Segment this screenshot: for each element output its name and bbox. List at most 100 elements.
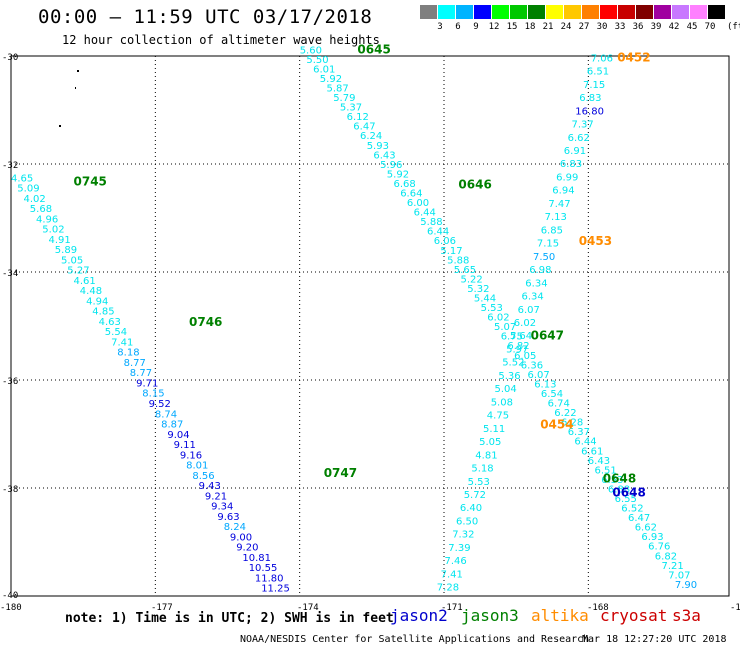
wave-height-label: 7.46 bbox=[445, 556, 467, 567]
legend-label: 42 bbox=[668, 22, 680, 32]
wave-height-label: 4.75 bbox=[487, 411, 509, 422]
legend-swatch bbox=[618, 5, 635, 19]
satellite-name: altika bbox=[531, 606, 589, 625]
x-tick-label: -177 bbox=[151, 603, 173, 613]
wave-height-label: 5.22 bbox=[461, 274, 483, 285]
wave-height-label: 6.51 bbox=[587, 67, 609, 78]
wave-height-label: 8.24 bbox=[224, 522, 246, 533]
x-tick-label: -16 bbox=[730, 603, 740, 613]
wave-height-label: 10.55 bbox=[249, 563, 278, 574]
wave-height-label: 9.20 bbox=[236, 543, 258, 554]
wave-height-label: 6.94 bbox=[552, 186, 574, 197]
pass-time-label: 0745 bbox=[74, 175, 107, 189]
wave-height-label: 5.96 bbox=[380, 160, 402, 171]
pass-time-label: 0453 bbox=[579, 234, 612, 248]
legend-swatch bbox=[438, 5, 455, 19]
legend-swatch bbox=[690, 5, 707, 19]
land-dot bbox=[77, 70, 79, 72]
legend-unit: (ft) bbox=[727, 22, 740, 32]
pass-time-label: 0648 bbox=[612, 486, 645, 500]
wave-height-label: 7.37 bbox=[572, 120, 594, 131]
wave-height-label: 9.11 bbox=[174, 440, 196, 451]
footer-note: note: 1) Time is in UTC; 2) SWH is in fe… bbox=[65, 611, 394, 626]
wave-height-label: 4.96 bbox=[36, 214, 58, 225]
x-tick-label: -171 bbox=[441, 603, 463, 613]
wave-height-label: 8.77 bbox=[124, 358, 146, 369]
pass-time-label: 0645 bbox=[357, 42, 390, 56]
wave-height-label: 5.65 bbox=[454, 265, 476, 276]
pass-time-label: 0746 bbox=[189, 315, 222, 329]
wave-height-label: 6.74 bbox=[548, 399, 570, 410]
legend-label: 6 bbox=[455, 22, 461, 32]
wave-height-label: 7.15 bbox=[583, 80, 605, 91]
legend-label: 70 bbox=[704, 22, 716, 32]
wave-height-label: 5.08 bbox=[491, 397, 513, 408]
wave-height-label: 5.52 bbox=[502, 358, 524, 369]
satellite-name: cryosat bbox=[600, 606, 668, 625]
satellite-name: jason3 bbox=[461, 606, 519, 625]
legend-swatch bbox=[636, 5, 653, 19]
plot-frame bbox=[10, 55, 730, 597]
wave-height-label: 6.61 bbox=[581, 446, 603, 457]
legend-swatch bbox=[672, 5, 689, 19]
wave-height-label: 6.05 bbox=[514, 351, 536, 362]
wave-height-label: 7.13 bbox=[545, 212, 567, 223]
legend-swatch bbox=[492, 5, 509, 19]
wave-height-label: 6.37 bbox=[568, 427, 590, 438]
wave-height-label: 8.15 bbox=[142, 389, 164, 400]
wave-height-label: 5.36 bbox=[498, 371, 520, 382]
wave-height-label: 6.54 bbox=[541, 389, 563, 400]
legend-label: 9 bbox=[473, 22, 479, 32]
wave-height-label: 5.88 bbox=[420, 217, 442, 228]
wave-height-label: 6.22 bbox=[554, 408, 576, 419]
wave-height-label: 7.90 bbox=[675, 580, 697, 591]
pass-time-label: 0747 bbox=[324, 466, 357, 480]
wave-height-label: 6.68 bbox=[394, 179, 416, 190]
wave-height-label: 6.44 bbox=[427, 227, 449, 238]
wave-height-label: 8.74 bbox=[155, 409, 177, 420]
y-tick-label: -30 bbox=[2, 53, 18, 63]
wave-height-label: 6.43 bbox=[588, 456, 610, 467]
wave-height-label: 6.44 bbox=[414, 208, 436, 219]
map-subtitle: 12 hour collection of altimeter wave hei… bbox=[62, 33, 380, 47]
legend-swatch bbox=[456, 5, 473, 19]
wave-height-label: 5.17 bbox=[440, 246, 462, 257]
wave-height-label: 8.56 bbox=[192, 471, 214, 482]
wave-height-label: 5.72 bbox=[464, 490, 486, 501]
wave-height-label: 7.47 bbox=[548, 199, 570, 210]
pass-time-label: 0454 bbox=[540, 418, 573, 432]
pass-time-label: 0646 bbox=[458, 177, 491, 191]
legend-label: 39 bbox=[650, 22, 662, 32]
legend-swatch bbox=[564, 5, 581, 19]
wave-height-label: 7.07 bbox=[668, 570, 690, 581]
legend-swatch bbox=[528, 5, 545, 19]
satellite-name: s3a bbox=[672, 606, 701, 625]
wave-height-label: 5.05 bbox=[61, 255, 83, 266]
x-tick-label: -180 bbox=[0, 603, 22, 613]
wave-height-label: 4.91 bbox=[49, 235, 71, 246]
wave-height-label: 5.79 bbox=[333, 93, 355, 104]
wave-height-label: 5.53 bbox=[468, 477, 490, 488]
wave-height-label: 5.11 bbox=[483, 424, 505, 435]
wave-height-label: 9.00 bbox=[230, 532, 252, 543]
wave-height-label: 6.01 bbox=[313, 64, 335, 75]
legend-label: 3 bbox=[437, 22, 443, 32]
wave-height-label: 7.21 bbox=[662, 561, 684, 572]
wave-height-label: 9.21 bbox=[205, 491, 227, 502]
wave-height-label: 6.44 bbox=[574, 437, 596, 448]
wave-height-label: 6.47 bbox=[353, 122, 375, 133]
wave-height-label: 7.06 bbox=[591, 53, 613, 64]
wave-height-label: 6.83 bbox=[560, 159, 582, 170]
credit-line: NOAA/NESDIS Center for Satellite Applica… bbox=[240, 634, 590, 645]
wave-height-label: 7.39 bbox=[448, 543, 470, 554]
wave-height-label: 6.34 bbox=[525, 278, 547, 289]
wave-height-label: 5.18 bbox=[471, 464, 493, 475]
wave-height-label: 9.63 bbox=[217, 512, 239, 523]
x-tick-label: -168 bbox=[587, 603, 609, 613]
wave-height-label: 5.54 bbox=[105, 327, 127, 338]
coast-marks bbox=[59, 70, 79, 127]
wave-height-label: 6.76 bbox=[648, 542, 670, 553]
legend-label: 15 bbox=[506, 22, 518, 32]
wave-height-label: 6.12 bbox=[347, 112, 369, 123]
